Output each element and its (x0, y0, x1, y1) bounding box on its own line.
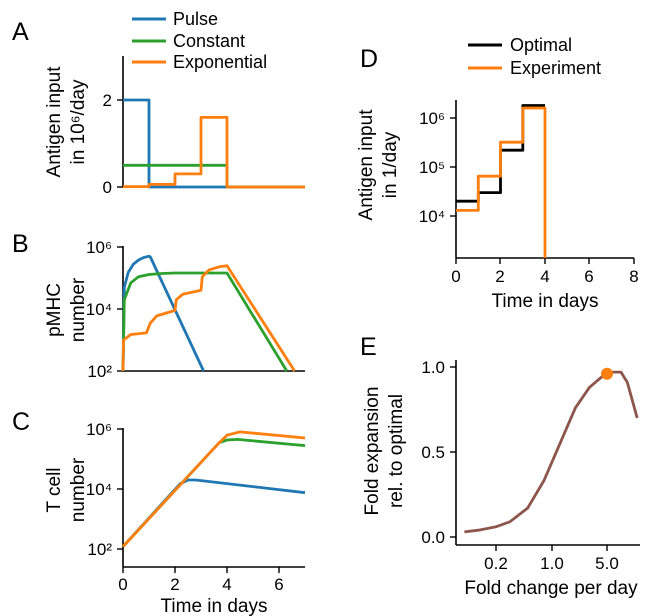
panel-b-series-constant (121, 271, 288, 372)
panel-e-plot (464, 367, 639, 534)
legend-experiment-label: Experiment (510, 58, 601, 78)
panel-c-ylabel-line1: T cell (44, 467, 65, 512)
panel-label-a: A (12, 18, 29, 46)
panel-b-ylabel-line2: number (68, 277, 89, 342)
panel-e-xtick-label-50: 5.0 (595, 554, 619, 573)
panel-b-plot (121, 254, 296, 372)
panel-c-ylabel-line2: number (68, 457, 89, 522)
legend-pulse-label: Pulse (173, 9, 218, 29)
panel-d-ylabel-line1: Antigen input (356, 109, 377, 221)
panel-label-c: C (12, 408, 30, 436)
panel-d-ytick-label-1e4: 10⁴ (419, 207, 445, 226)
panel-a-series-pulse (123, 98, 305, 189)
panel-label-e: E (360, 333, 377, 361)
panel-a-plot (123, 98, 305, 189)
legend-optimal-label: Optimal (510, 35, 572, 55)
panel-d-ytick-label-1e6: 10⁶ (419, 109, 445, 128)
panel-c: T cell number 10² 10⁴ 10⁶ 0 2 4 6 Time i… (44, 420, 306, 616)
panel-d-xtick-label-2: 2 (495, 267, 504, 286)
legend-right: Optimal Experiment (468, 35, 601, 78)
panel-d-plot (456, 104, 547, 258)
legend-constant-label: Constant (173, 31, 245, 51)
panel-c-ytick-label-1e4: 10⁴ (86, 480, 112, 499)
panel-e-ytick-label-1: 1.0 (421, 358, 445, 377)
panel-a: Antigen input in 10⁶/day 0 2 (44, 56, 305, 197)
panel-e-optimum-marker (601, 367, 613, 380)
panel-e-xtick-label-10: 1.0 (540, 554, 564, 573)
panel-e-ylabel-line1: Fold expansion (362, 387, 383, 516)
panel-c-xtick-label-2: 2 (170, 575, 179, 594)
panel-e: Fold expansion rel. to optimal 0.0 0.5 1… (362, 358, 640, 599)
panel-b-series-exponential (121, 264, 296, 372)
panel-c-ytick-label-1e2: 10² (87, 540, 112, 559)
panel-label-b: B (12, 230, 29, 258)
panel-d-ylabel-line2: in 1/day (380, 131, 401, 198)
panel-c-series-exponential (121, 430, 306, 548)
panel-b: pMHC number 10² 10⁴ 10⁶ (44, 238, 305, 381)
panel-a-ylabel-line1: Antigen input (44, 66, 65, 178)
panel-c-xtick-label-4: 4 (222, 575, 231, 594)
panel-c-series-pulse (121, 478, 306, 548)
panel-label-d: D (360, 45, 378, 73)
panel-e-ylabel-line2: rel. to optimal (386, 394, 407, 508)
panel-c-xtick-label-6: 6 (274, 575, 283, 594)
panel-e-xlabel: Fold change per day (464, 578, 638, 599)
legend-left: Pulse Constant Exponential (132, 9, 267, 72)
panel-d: Antigen input in 1/day 10⁴ 10⁵ 10⁶ 0 2 4… (356, 100, 639, 312)
panel-b-ytick-label-1e6: 10⁶ (86, 238, 112, 257)
panel-d-ytick-label-1e5: 10⁵ (419, 158, 445, 177)
panel-c-xtick-label-0: 0 (118, 575, 127, 594)
panel-b-ytick-label-1e2: 10² (87, 362, 112, 381)
panel-a-ytick-label-2: 2 (103, 91, 112, 110)
panel-c-xlabel: Time in days (161, 596, 268, 616)
panel-d-xtick-label-0: 0 (451, 267, 460, 286)
panel-a-ylabel-line2: in 10⁶/day (68, 79, 89, 164)
panel-d-xtick-label-6: 6 (584, 267, 593, 286)
panel-b-series-pulse (121, 254, 205, 372)
panel-e-ytick-label-05: 0.5 (421, 443, 445, 462)
panel-c-ytick-label-1e6: 10⁶ (86, 420, 112, 439)
panel-d-xlabel: Time in days (492, 291, 599, 312)
panel-b-ytick-label-1e4: 10⁴ (86, 300, 112, 319)
panel-e-series-curve (464, 370, 639, 534)
legend-exponential-label: Exponential (173, 52, 267, 72)
panel-e-ytick-label-0: 0.0 (421, 528, 445, 547)
panel-c-series-constant (121, 438, 306, 548)
panel-c-plot (121, 430, 306, 548)
panel-a-series-exponential (123, 116, 305, 189)
panel-b-ylabel-line1: pMHC (44, 283, 65, 337)
panel-a-ytick-label-0: 0 (103, 178, 112, 197)
panel-d-series-experiment (456, 106, 547, 258)
panel-d-xtick-label-4: 4 (540, 267, 549, 286)
panel-d-xtick-label-8: 8 (629, 267, 638, 286)
panel-e-xtick-label-02: 0.2 (484, 554, 508, 573)
